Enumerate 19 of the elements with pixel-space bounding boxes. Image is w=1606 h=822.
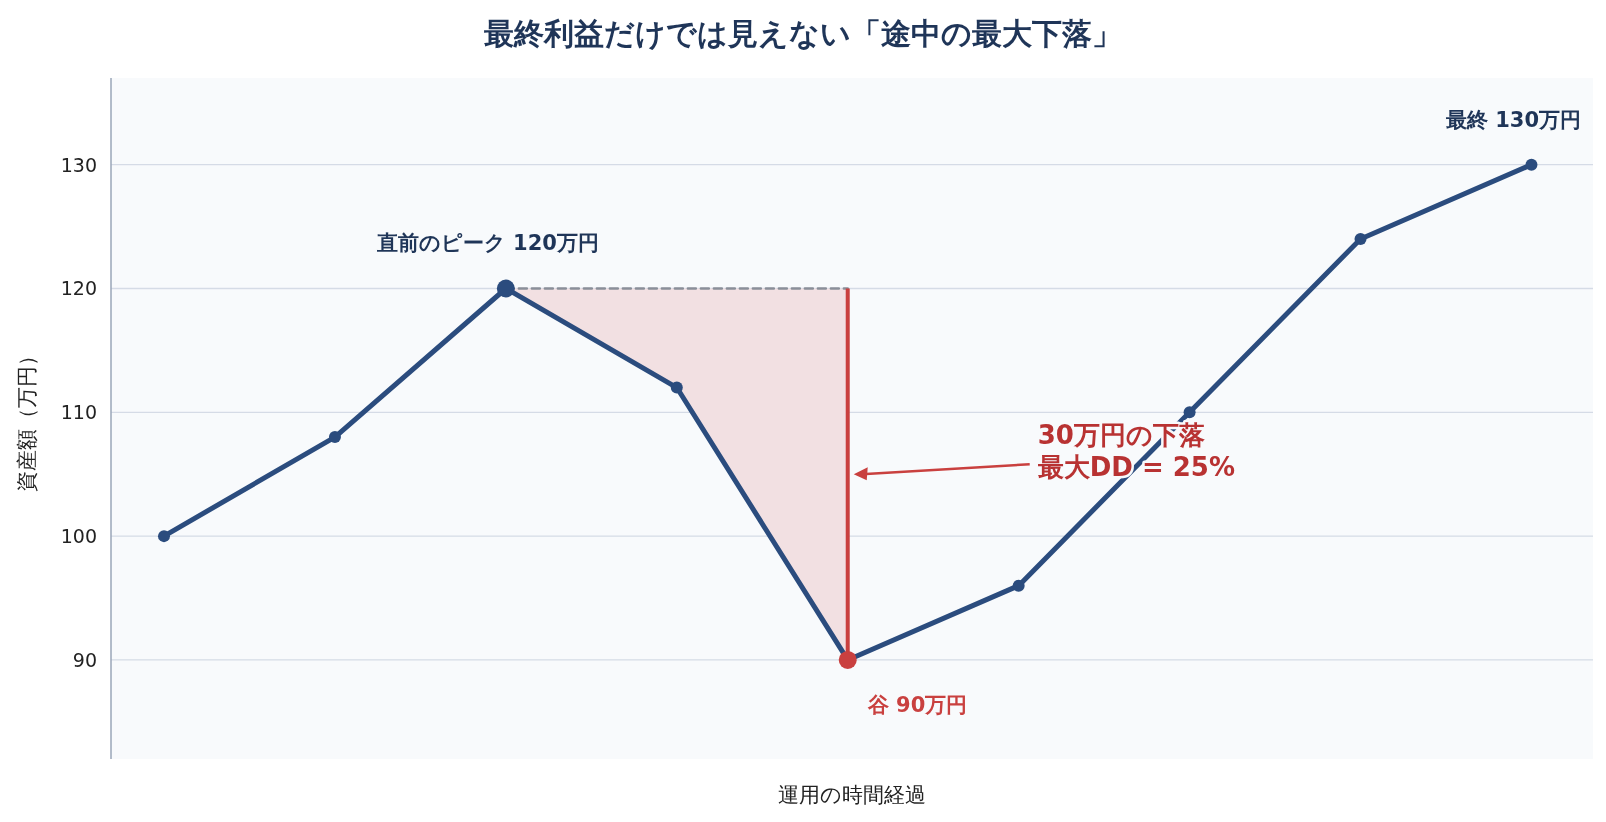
point	[1354, 232, 1367, 245]
chart-title: 最終利益だけでは見えない「途中の最大下落」	[484, 16, 1122, 51]
data-label: 谷 90万円	[866, 692, 968, 717]
point	[157, 530, 170, 543]
data-label: 最終 130万円	[1444, 107, 1582, 132]
point	[670, 381, 683, 394]
y-tick-label: 90	[72, 648, 97, 671]
y-axis-title: 資産額（万円）	[15, 345, 39, 492]
y-tick-label: 100	[60, 525, 97, 548]
data-label: 直前のピーク 120万円	[375, 231, 599, 256]
y-tick-label: 110	[60, 401, 97, 424]
point	[328, 431, 341, 444]
y-tick-label: 120	[60, 277, 97, 300]
annotation: 最大DD = 25%	[1036, 452, 1236, 483]
point	[1525, 158, 1538, 171]
point	[1183, 406, 1196, 419]
point	[1012, 579, 1025, 592]
x-axis-title: 運用の時間経過	[778, 783, 926, 807]
y-tick-label: 130	[60, 153, 97, 176]
